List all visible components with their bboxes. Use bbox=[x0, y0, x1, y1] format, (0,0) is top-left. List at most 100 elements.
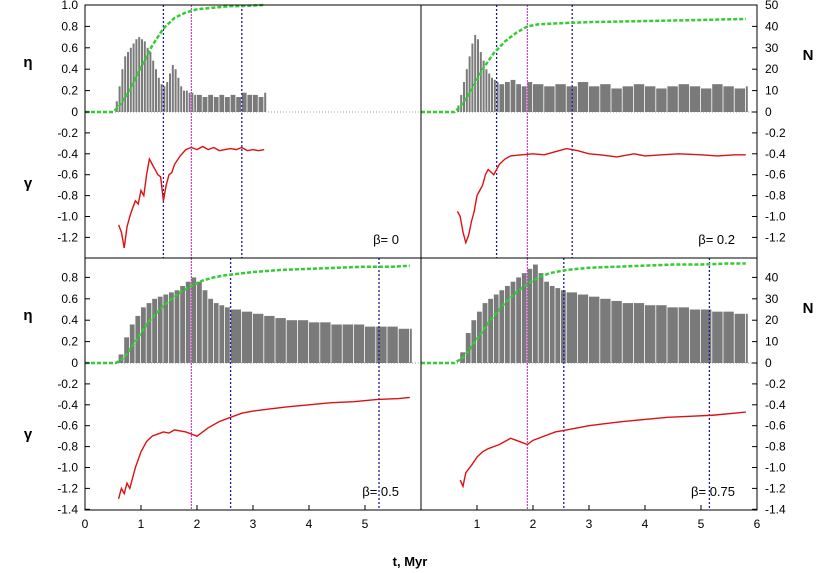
histogram-bar bbox=[667, 307, 678, 363]
histogram-bar bbox=[309, 322, 320, 363]
histogram-bar bbox=[297, 320, 309, 363]
gamma-line bbox=[459, 411, 746, 489]
histogram-bar bbox=[202, 290, 208, 363]
histogram-bar bbox=[645, 305, 656, 363]
histogram-bar bbox=[208, 94, 213, 112]
eta-tick-label: 0.4 bbox=[61, 62, 78, 76]
histogram-bar bbox=[185, 281, 191, 363]
histogram-bar bbox=[191, 92, 194, 112]
n-tick-label: 0 bbox=[765, 356, 772, 370]
histogram-bar bbox=[510, 79, 516, 112]
histogram-bar bbox=[745, 86, 748, 112]
histogram-bar bbox=[264, 315, 275, 363]
right-gamma-tick-label: -0.6 bbox=[765, 168, 786, 182]
eta-axis-label: η bbox=[23, 307, 32, 324]
histogram-bar bbox=[185, 90, 188, 112]
gamma-line bbox=[456, 147, 746, 245]
histogram-bar bbox=[124, 56, 127, 112]
histogram-bar bbox=[465, 69, 468, 112]
right-gamma-tick-label: -1.0 bbox=[765, 461, 786, 475]
histogram-bar bbox=[611, 88, 622, 112]
histogram-bar bbox=[365, 326, 376, 363]
histogram-bar bbox=[538, 273, 544, 363]
histogram-bar bbox=[516, 277, 521, 363]
gamma-tick-label: -0.4 bbox=[57, 398, 78, 412]
gamma-tick-label: -0.4 bbox=[57, 147, 78, 161]
histogram-bar bbox=[493, 294, 499, 363]
eta-cumulative-line bbox=[85, 3, 265, 114]
histogram-bar bbox=[247, 94, 253, 112]
histogram-bar bbox=[152, 298, 157, 363]
histogram-bar bbox=[241, 311, 253, 363]
histogram-bar bbox=[230, 309, 241, 363]
n-tick-label: 10 bbox=[765, 84, 779, 98]
histogram-bar bbox=[527, 82, 533, 112]
eta-tick-label: 0.6 bbox=[61, 292, 78, 306]
panel-1: β= 0.2 bbox=[421, 5, 757, 258]
eta-tick-label: 0.8 bbox=[61, 19, 78, 33]
gamma-axis-label: γ bbox=[24, 175, 33, 192]
histogram-bar bbox=[656, 88, 667, 112]
histogram-bar bbox=[678, 84, 689, 112]
histogram-bar bbox=[499, 84, 505, 112]
histogram-bar bbox=[202, 97, 208, 112]
panel-0: β= 0 bbox=[85, 3, 421, 258]
histogram-bar bbox=[146, 47, 149, 112]
panel-2: β= 0.5 bbox=[85, 258, 421, 510]
right-gamma-tick-label: -0.2 bbox=[765, 126, 786, 140]
histogram-bar bbox=[745, 313, 748, 363]
gamma-tick-label: -0.2 bbox=[57, 377, 78, 391]
right-gamma-tick-label: -1.2 bbox=[765, 481, 786, 495]
eta-tick-label: 0.2 bbox=[61, 335, 78, 349]
beta-label: β= 0.5 bbox=[362, 484, 399, 499]
histogram-bar bbox=[465, 333, 471, 363]
x-tick-label: 4 bbox=[306, 517, 313, 531]
histogram-bar bbox=[155, 69, 157, 112]
histogram-bar bbox=[163, 294, 169, 363]
right-gamma-tick-label: -0.4 bbox=[765, 398, 786, 412]
histogram-bar bbox=[213, 97, 219, 112]
beta-label: β= 0.75 bbox=[691, 484, 735, 499]
histogram-bar bbox=[141, 39, 143, 112]
x-tick-label: 5 bbox=[362, 517, 369, 531]
histogram-bar bbox=[183, 90, 185, 112]
histogram-bar bbox=[589, 86, 600, 112]
eta-axis-label: η bbox=[23, 54, 32, 71]
histogram-bar bbox=[533, 84, 544, 112]
histogram-bar bbox=[409, 328, 412, 363]
histogram-bar bbox=[485, 69, 488, 112]
eta-tick-label: 0 bbox=[71, 356, 78, 370]
histogram-bar bbox=[622, 303, 633, 363]
histogram-bar bbox=[712, 311, 723, 363]
n-tick-label: 50 bbox=[765, 0, 779, 12]
histogram-bar bbox=[219, 305, 225, 363]
histogram-bar bbox=[174, 69, 177, 112]
histogram-bar bbox=[527, 268, 533, 363]
histogram-bar bbox=[633, 303, 645, 363]
histogram-bar bbox=[482, 60, 485, 112]
gamma-line bbox=[117, 145, 265, 248]
histogram-bar bbox=[163, 86, 166, 112]
gamma-tick-label: -0.6 bbox=[57, 168, 78, 182]
histogram-bar bbox=[320, 322, 331, 363]
histogram-bar bbox=[152, 60, 155, 112]
gamma-tick-label: -0.2 bbox=[57, 126, 78, 140]
histogram-bar bbox=[689, 309, 701, 363]
histogram-bar bbox=[146, 303, 152, 363]
n-tick-label: 30 bbox=[765, 292, 779, 306]
histogram-bar bbox=[138, 37, 141, 112]
histogram-bar bbox=[471, 43, 474, 112]
histogram-bar bbox=[491, 77, 493, 112]
histogram-bar bbox=[577, 294, 589, 363]
histogram-bar bbox=[505, 82, 510, 112]
histogram-bar bbox=[544, 86, 555, 112]
n-tick-label: 20 bbox=[765, 313, 779, 327]
histogram-bar bbox=[488, 298, 493, 363]
histogram-bar bbox=[253, 94, 258, 112]
histogram-bar bbox=[566, 86, 577, 112]
histogram-bar bbox=[241, 92, 247, 112]
histogram-bar bbox=[141, 307, 146, 363]
x-axis-label: t, Myr bbox=[393, 554, 428, 569]
histogram-bar bbox=[496, 82, 499, 112]
histogram-bar bbox=[166, 82, 169, 112]
